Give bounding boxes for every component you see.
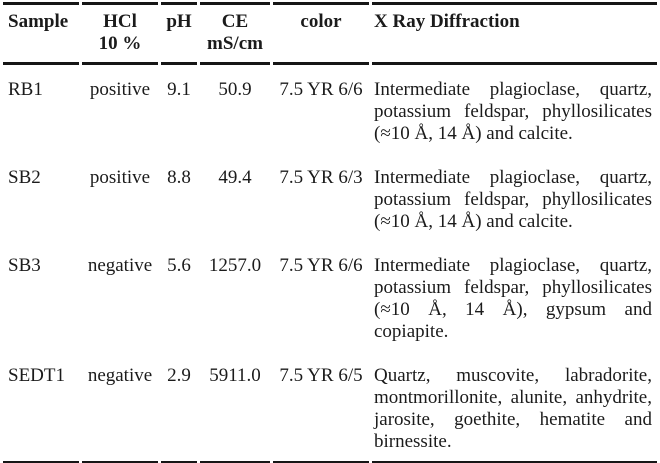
- column-sublabel: mS/cm: [207, 33, 263, 54]
- table-row-sb3: SB3 negative 5.6 1257.0 7.5 YR 6/6 Inter…: [3, 241, 657, 351]
- cell-color: 7.5 YR 6/6: [279, 79, 363, 100]
- cell-hcl: positive: [89, 79, 151, 100]
- cell-ph: 9.1: [167, 79, 191, 100]
- cell-xrd: Intermediate plagioclase, quartz, potass…: [374, 255, 652, 342]
- cell-xrd: Quartz, muscovite, labradorite, montmori…: [372, 351, 657, 463]
- cell-ph: 5.6: [167, 255, 191, 276]
- cell-color: 7.5 YR 6/6: [279, 255, 363, 276]
- cell-color: 7.5 YR 6/5: [273, 351, 369, 463]
- column-header-color: color: [273, 2, 369, 65]
- column-label: CE: [221, 11, 249, 32]
- column-label: Sample: [8, 11, 69, 32]
- table-body: RB1 positive 9.1 50.9 7.5 YR 6/6 Interme…: [3, 65, 657, 463]
- cell-ph: 8.8: [167, 167, 191, 188]
- cell-hcl: positive: [89, 167, 151, 188]
- column-header-ph: pH: [161, 2, 197, 65]
- cell-hcl: negative: [82, 351, 158, 463]
- column-label: X Ray Diffraction: [374, 11, 520, 32]
- table-row-sb2: SB2 positive 8.8 49.4 7.5 YR 6/3 Interme…: [3, 153, 657, 241]
- table-row-sedt1: SEDT1 negative 2.9 5911.0 7.5 YR 6/5 Qua…: [3, 351, 657, 463]
- table-header: Sample HCl 10 % pH CE mS/cm color: [3, 2, 657, 65]
- cell-sample: RB1: [8, 79, 43, 100]
- cell-ce: 50.9: [218, 79, 252, 100]
- cell-ce: 1257.0: [208, 255, 262, 276]
- cell-ce: 49.4: [218, 167, 252, 188]
- column-sublabel: 10 %: [98, 33, 142, 54]
- column-label: HCl: [103, 11, 137, 32]
- column-header-ce: CE mS/cm: [200, 2, 270, 65]
- cell-xrd: Intermediate plagioclase, quartz, potass…: [374, 167, 652, 232]
- cell-xrd: Intermediate plagioclase, quartz, potass…: [374, 79, 652, 144]
- column-header-xrd: X Ray Diffraction: [372, 2, 657, 65]
- table-row-rb1: RB1 positive 9.1 50.9 7.5 YR 6/6 Interme…: [3, 65, 657, 153]
- column-label: pH: [166, 11, 192, 32]
- header-row: Sample HCl 10 % pH CE mS/cm color: [3, 2, 657, 65]
- cell-hcl: negative: [87, 255, 153, 276]
- column-label: color: [300, 11, 342, 32]
- cell-sample: SB3: [8, 255, 41, 276]
- column-header-sample: Sample: [3, 2, 79, 65]
- cell-sample: SEDT1: [3, 351, 79, 463]
- cell-sample: SB2: [8, 167, 41, 188]
- cell-color: 7.5 YR 6/3: [279, 167, 363, 188]
- cell-ph: 2.9: [161, 351, 197, 463]
- cell-ce: 5911.0: [200, 351, 270, 463]
- column-header-hcl: HCl 10 %: [82, 2, 158, 65]
